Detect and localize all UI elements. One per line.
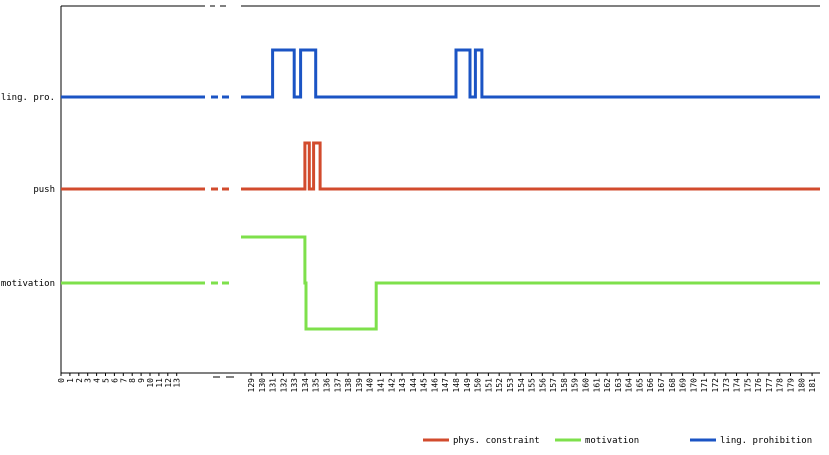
legend: phys. constraint motivation ling. prohibit…: [423, 436, 812, 446]
x-tick-label: 172: [711, 378, 720, 393]
x-tick-label: 171: [700, 378, 709, 393]
x-tick-label: 8: [128, 378, 137, 383]
x-tick-label: 3: [84, 378, 93, 383]
x-axis-ticks: 0 1 2 3 4 5 6 7 8 9 10 11 12 13 129 130 131 132 133 134 135 1…: [57, 373, 817, 392]
x-tick-label: 173: [722, 378, 731, 393]
x-tick-label: 13: [173, 378, 182, 388]
x-tick-label: 164: [625, 378, 634, 393]
legend-label-phys-constraint: phys. constraint: [453, 436, 540, 446]
row-label-ling-pro: ling. pro.: [1, 93, 55, 103]
plot-frame: [60, 5, 820, 378]
x-tick-label: 157: [549, 378, 558, 393]
x-tick-label: 7: [119, 378, 128, 383]
x-tick-label: 138: [344, 378, 353, 393]
x-tick-label: 181: [808, 378, 817, 393]
x-tick-label: 177: [765, 378, 774, 393]
x-tick-label: 5: [102, 378, 111, 383]
x-tick-label: 132: [279, 378, 288, 393]
legend-label-ling-prohibition: ling. prohibition: [720, 436, 812, 446]
legend-label-motivation: motivation: [585, 436, 639, 446]
x-tick-label: 11: [155, 378, 164, 388]
x-tick-label: 167: [657, 378, 666, 393]
x-tick-label: 150: [474, 378, 483, 393]
x-tick-label: 130: [258, 378, 267, 393]
x-tick-label: 169: [679, 378, 688, 393]
x-tick-label: 161: [592, 378, 601, 393]
x-tick-label: 160: [581, 378, 590, 393]
x-tick-label: 178: [776, 378, 785, 393]
x-tick-label: 163: [614, 378, 623, 393]
x-tick-label: 12: [164, 378, 173, 388]
series-lines: [61, 48, 820, 331]
x-tick-label: 148: [452, 378, 461, 393]
x-tick-label: 179: [787, 378, 796, 393]
x-tick-label: 143: [398, 378, 407, 393]
x-tick-label: 155: [528, 378, 537, 393]
x-tick-label: 141: [376, 378, 385, 393]
row-label-motivation: motivation: [1, 279, 55, 289]
row-label-push: push: [33, 185, 55, 195]
x-tick-label: 144: [409, 378, 418, 393]
x-tick-label: 142: [387, 378, 396, 393]
x-tick-label: 168: [668, 378, 677, 393]
x-tick-label: 176: [754, 378, 763, 393]
x-tick-label: 134: [301, 378, 310, 393]
x-tick-label: 133: [290, 378, 299, 393]
x-tick-label: 131: [269, 378, 278, 393]
x-tick-label: 129: [247, 378, 256, 393]
x-tick-label: 170: [689, 378, 698, 393]
x-tick-label: 166: [646, 378, 655, 393]
x-tick-label: 9: [137, 378, 146, 383]
x-tick-label: 175: [743, 378, 752, 393]
x-tick-label: 2: [75, 378, 84, 383]
x-tick-label: 1: [66, 378, 75, 383]
x-tick-label: 158: [560, 378, 569, 393]
x-tick-label: 140: [366, 378, 375, 393]
x-tick-label: 156: [538, 378, 547, 393]
series-motivation-line: [241, 235, 820, 331]
x-tick-label: 159: [571, 378, 580, 393]
series-ling-prohibition-line: [241, 48, 820, 99]
x-tick-label: 146: [430, 378, 439, 393]
row-labels: ling. pro. push motivation: [1, 93, 55, 289]
x-tick-label: 152: [495, 378, 504, 393]
x-tick-label: 147: [441, 378, 450, 393]
x-tick-label: 137: [333, 378, 342, 393]
x-tick-label: 136: [323, 378, 332, 393]
x-tick-label: 180: [797, 378, 806, 393]
x-tick-label: 149: [463, 378, 472, 393]
x-tick-label: 135: [312, 378, 321, 393]
x-tick-label: 174: [733, 378, 742, 393]
x-tick-label: 6: [110, 378, 119, 383]
x-tick-label: 139: [355, 378, 364, 393]
x-tick-label: 162: [603, 378, 612, 393]
x-tick-label: 151: [484, 378, 493, 393]
x-tick-label: 145: [420, 378, 429, 393]
x-tick-label: 0: [57, 378, 66, 383]
x-tick-label: 153: [506, 378, 515, 393]
x-tick-label: 10: [146, 378, 155, 388]
x-tick-label: 4: [93, 378, 102, 383]
series-phys-constraint-line: [241, 141, 820, 191]
x-tick-label: 154: [517, 378, 526, 393]
x-tick-label: 165: [635, 378, 644, 393]
